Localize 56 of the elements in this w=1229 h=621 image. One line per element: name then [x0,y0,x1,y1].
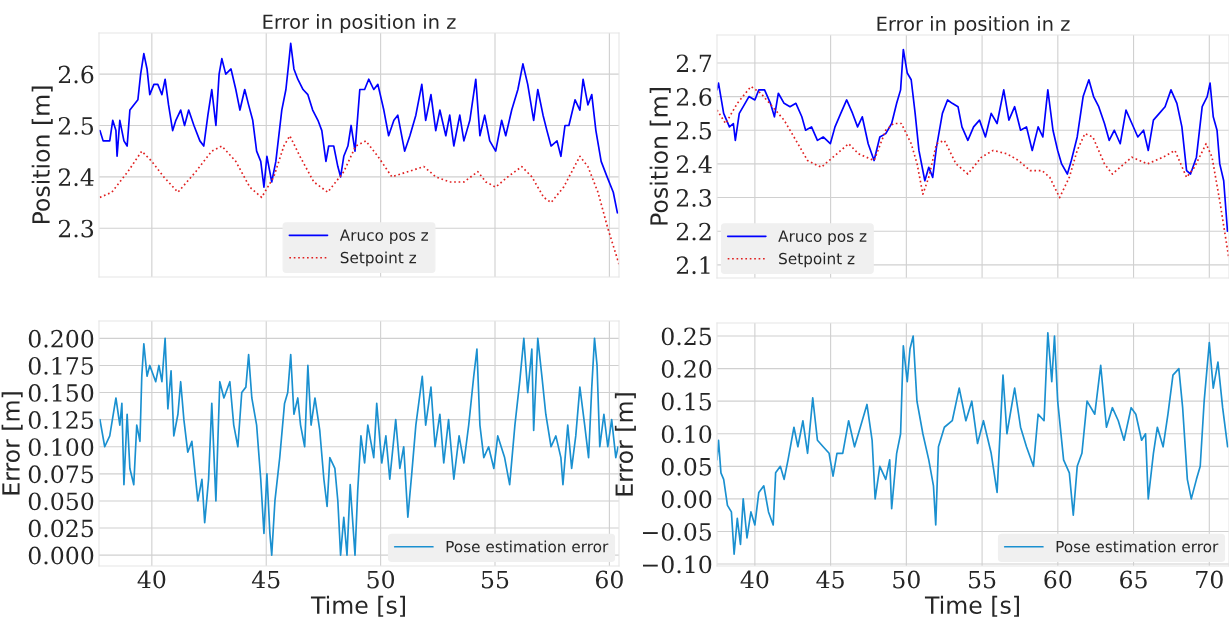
y-tick-label: −0.10 [642,555,712,574]
y-axis-title: Error [m] [614,393,636,496]
chart-title: Error in position in z [877,16,1070,35]
y-tick-label: 0.175 [28,356,94,375]
chart-title: Error in position in z [263,14,456,33]
y-tick-label: 0.00 [661,490,712,509]
y-tick-label: 0.15 [661,392,712,411]
legend-label: Pose estimation error [1056,540,1219,553]
y-tick-label: 0.100 [28,438,94,457]
y-tick-label: 2.6 [676,88,712,106]
y-tick-label: 0.000 [28,546,94,565]
y-tick-label: 0.25 [661,327,712,346]
y-tick-label: 0.200 [28,329,94,348]
y-tick-label: 2.7 [676,54,712,73]
legend-label: Setpoint z [340,251,417,267]
legend-label: Aruco pos z [778,230,867,245]
legend-label: Setpoint z [779,252,855,268]
line-series [717,331,1229,556]
y-tick-label: −0.05 [642,522,712,541]
y-tick-label: 2.6 [58,65,94,84]
y-tick-label: 0.050 [28,492,94,511]
x-axis-title: Time [s] [310,595,405,617]
y-tick-label: 2.2 [676,222,711,241]
y-tick-label: 0.20 [661,360,712,378]
legend-label: Aruco pos z [339,229,428,244]
legend-label: Pose estimation error [446,540,609,553]
y-tick-label: 2.5 [58,116,94,135]
x-tick-label: 55 [481,570,509,589]
x-tick-label: 65 [1120,570,1147,589]
x-tick-label: 50 [367,570,395,589]
y-tick-label: 0.125 [28,411,94,429]
y-tick-label: 2.5 [676,121,712,140]
y-tick-label: 0.150 [28,384,94,402]
x-tick-label: 50 [893,570,920,589]
y-tick-label: 2.1 [676,256,710,275]
line-series [99,42,619,214]
x-tick-label: 60 [1044,570,1072,589]
y-axis-title: Position [m] [31,86,53,224]
y-tick-label: 2.4 [676,155,712,174]
x-tick-label: 45 [816,570,844,589]
x-axis-title: Time [s] [924,595,1019,617]
x-tick-label: 55 [969,570,996,589]
x-tick-label: 60 [595,570,623,589]
y-tick-label: 0.05 [661,457,712,476]
y-tick-label: 2.3 [58,219,94,238]
x-tick-label: 70 [1196,570,1223,589]
y-tick-label: 2.3 [676,189,712,207]
y-tick-label: 2.4 [58,168,94,187]
x-tick-label: 40 [137,570,166,589]
y-axis-title: Position [m] [649,88,671,225]
y-axis-title: Error [m] [1,392,23,495]
y-tick-label: 0.10 [661,425,712,444]
y-tick-label: 0.075 [28,465,94,484]
x-tick-label: 45 [251,570,280,589]
y-tick-label: 0.025 [28,519,94,538]
x-tick-label: 40 [740,570,769,589]
